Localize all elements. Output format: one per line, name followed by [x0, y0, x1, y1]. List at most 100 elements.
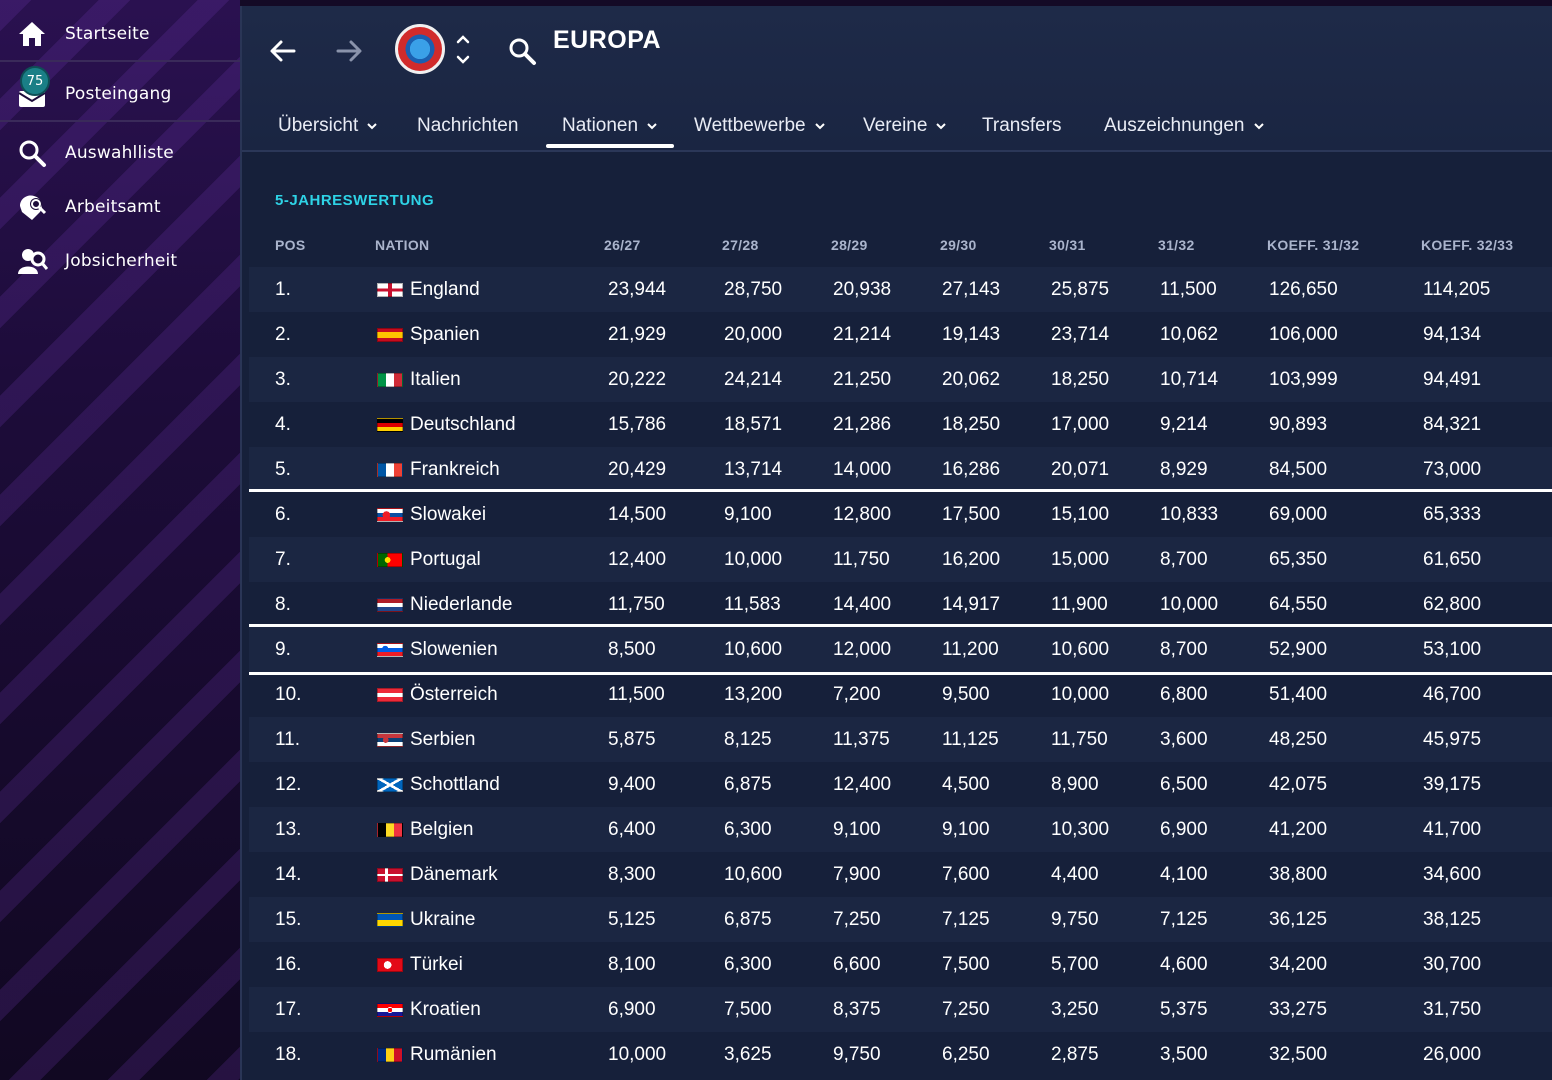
nation-link[interactable]: Schottland [410, 773, 500, 795]
table-row[interactable]: 4. Deutschland 15,786 18,571 21,286 18,250 17,… [249, 402, 1552, 447]
value-cell: 20,429 [608, 458, 667, 480]
nation-link[interactable]: England [410, 278, 480, 300]
value-cell: 42,075 [1269, 773, 1328, 795]
forward-arrow-icon[interactable] [332, 34, 366, 68]
table-row[interactable]: 14. Dänemark 8,300 10,600 7,900 7,600 4,400 4,1… [249, 852, 1552, 897]
nation-link[interactable]: Belgien [410, 818, 474, 840]
value-cell: 38,800 [1269, 863, 1328, 885]
value-cell: 12,000 [833, 638, 892, 660]
column-header[interactable]: 30/31 [1049, 237, 1086, 253]
value-cell: 20,222 [608, 368, 667, 390]
nation-link[interactable]: Spanien [410, 323, 480, 345]
value-cell: 3,250 [1051, 998, 1099, 1020]
tab-label: Wettbewerbe [694, 115, 806, 136]
value-cell: 11,500 [608, 683, 665, 705]
sidebar-item-auswahlliste[interactable]: Auswahlliste [0, 126, 240, 180]
sidebar-item-label: Auswahlliste [65, 143, 174, 163]
chevron-down-icon [814, 123, 825, 130]
value-cell: 8,300 [608, 863, 656, 885]
tab-transfers[interactable]: Transfers [982, 102, 1062, 150]
turkey-flag-icon [377, 957, 403, 972]
uefa-logo[interactable] [395, 24, 445, 74]
home-icon [16, 18, 48, 50]
table-row[interactable]: 10. Österreich 11,500 13,200 7,200 9,500 10,00… [249, 672, 1552, 717]
table-row[interactable]: 17. Kroatien 6,900 7,500 8,375 7,250 3,250 5,37… [249, 987, 1552, 1032]
value-cell: 10,600 [724, 863, 783, 885]
tab-nationen[interactable]: Nationen [545, 102, 675, 150]
column-header[interactable]: 26/27 [604, 237, 641, 253]
nation-link[interactable]: Dänemark [410, 863, 498, 885]
value-cell: 11,500 [1160, 278, 1217, 300]
value-cell: 2,875 [1051, 1043, 1099, 1065]
chevron-down-icon [367, 123, 377, 130]
page-title: EUROPA [553, 26, 662, 54]
back-arrow-icon[interactable] [266, 34, 300, 68]
table-row[interactable]: 5. Frankreich 20,429 13,714 14,000 16,286 20,0… [249, 447, 1552, 492]
table-row[interactable]: 9. Slowenien 8,500 10,600 12,000 11,200 10,600… [249, 624, 1552, 675]
value-cell: 5,875 [608, 728, 656, 750]
table-row[interactable]: 1. England 23,944 28,750 20,938 27,143 25,875 1… [249, 267, 1552, 312]
tab-vereine[interactable]: Vereine [863, 102, 947, 150]
position-cell: 16. [275, 953, 302, 975]
nation-link[interactable]: Italien [410, 368, 461, 390]
table-row[interactable]: 7. Portugal 12,400 10,000 11,750 16,200 15,000… [249, 537, 1552, 582]
column-header[interactable]: KOEFF. 32/33 [1421, 237, 1514, 253]
column-header[interactable]: 27/28 [722, 237, 759, 253]
column-header[interactable]: POS [275, 237, 306, 253]
value-cell: 4,500 [942, 773, 990, 795]
nation-link[interactable]: Niederlande [410, 593, 513, 615]
nation-link[interactable]: Kroatien [410, 998, 481, 1020]
column-header[interactable]: NATION [375, 237, 430, 253]
position-cell: 5. [275, 458, 291, 480]
search-icon[interactable] [507, 36, 537, 66]
nation-link[interactable]: Türkei [410, 953, 463, 975]
sidebar-item-startseite[interactable]: Startseite [0, 7, 240, 61]
nation-link[interactable]: Deutschland [410, 413, 516, 435]
nation-link[interactable]: Portugal [410, 548, 481, 570]
tab-nachrichten[interactable]: Nachrichten [417, 102, 518, 150]
value-cell: 9,100 [942, 818, 990, 840]
value-cell: 6,875 [724, 908, 772, 930]
table-row[interactable]: 11. Serbien 5,875 8,125 11,375 11,125 11,750 3,… [249, 717, 1552, 762]
search-icon [16, 137, 48, 169]
croatia-flag-icon [377, 1002, 403, 1017]
column-header[interactable]: 29/30 [940, 237, 977, 253]
value-cell: 6,300 [724, 818, 772, 840]
position-cell: 6. [275, 503, 291, 525]
column-header[interactable]: 31/32 [1158, 237, 1195, 253]
nation-link[interactable]: Ukraine [410, 908, 476, 930]
top-bar: EUROPA Übersicht Nachrichten Nationen We… [242, 6, 1552, 152]
sidebar-item-arbeitsamt[interactable]: Arbeitsamt [0, 180, 240, 234]
table-row[interactable]: 12. Schottland 9,400 6,875 12,400 4,500 8,900 6… [249, 762, 1552, 807]
table-row[interactable]: 2. Spanien 21,929 20,000 21,214 19,143 23,714 1… [249, 312, 1552, 357]
sidebar-item-jobsicherheit[interactable]: Jobsicherheit [0, 234, 240, 288]
table-row[interactable]: 6. Slowakei 14,500 9,100 12,800 17,500 15,100 1… [249, 489, 1552, 540]
table-row[interactable]: 3. Italien 20,222 24,214 21,250 20,062 18,250 1… [249, 357, 1552, 402]
tab-uebersicht[interactable]: Übersicht [278, 102, 378, 150]
position-cell: 10. [275, 683, 302, 705]
table-row[interactable]: 18. Rumänien 10,000 3,625 9,750 6,250 2,875 3,5… [249, 1032, 1552, 1077]
value-cell: 8,500 [608, 638, 656, 660]
nation-link[interactable]: Rumänien [410, 1043, 497, 1065]
nation-link[interactable]: Slowakei [410, 503, 487, 525]
nation-link[interactable]: Frankreich [410, 458, 500, 480]
switch-competition-chevrons-icon[interactable] [455, 32, 471, 68]
table-row[interactable]: 13. Belgien 6,400 6,300 9,100 9,100 10,300 6,90… [249, 807, 1552, 852]
value-cell: 21,286 [833, 413, 892, 435]
table-row[interactable]: 8. Niederlande 11,750 11,583 14,400 14,917 11,… [249, 582, 1552, 627]
nation-link[interactable]: Serbien [410, 728, 476, 750]
table-row[interactable]: 16. Türkei 8,100 6,300 6,600 7,500 5,700 4,600 3… [249, 942, 1552, 987]
value-cell: 13,200 [724, 683, 783, 705]
nation-link[interactable]: Slowenien [410, 638, 498, 660]
column-header[interactable]: 28/29 [831, 237, 868, 253]
value-cell: 7,125 [1160, 908, 1208, 930]
value-cell: 8,900 [1051, 773, 1099, 795]
tab-auszeichnungen[interactable]: Auszeichnungen [1104, 102, 1265, 150]
column-header[interactable]: KOEFF. 31/32 [1267, 237, 1360, 253]
value-cell: 11,750 [1051, 728, 1108, 750]
value-cell: 3,600 [1160, 728, 1208, 750]
table-row[interactable]: 15. Ukraine 5,125 6,875 7,250 7,125 9,750 7,125… [249, 897, 1552, 942]
value-cell: 65,350 [1269, 548, 1328, 570]
nation-link[interactable]: Österreich [410, 683, 498, 705]
tab-wettbewerbe[interactable]: Wettbewerbe [694, 102, 826, 150]
